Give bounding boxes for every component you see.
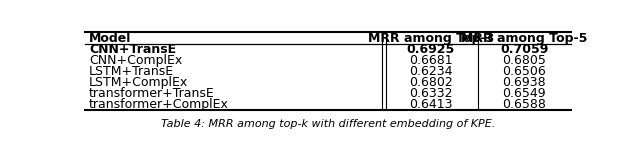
Text: 0.6805: 0.6805: [502, 54, 547, 67]
Text: MRR among Top-3: MRR among Top-3: [368, 32, 494, 45]
Text: 0.6549: 0.6549: [502, 87, 546, 100]
Text: Model: Model: [89, 32, 131, 45]
Text: 0.6925: 0.6925: [406, 43, 455, 56]
Text: transformer+ComplEx: transformer+ComplEx: [89, 98, 229, 111]
Text: CNN+TransE: CNN+TransE: [89, 43, 176, 56]
Text: 0.6588: 0.6588: [502, 98, 547, 111]
Text: 0.6506: 0.6506: [502, 65, 547, 78]
Text: CNN+ComplEx: CNN+ComplEx: [89, 54, 182, 67]
Text: 0.6681: 0.6681: [409, 54, 452, 67]
Text: 0.7059: 0.7059: [500, 43, 548, 56]
Text: 0.6802: 0.6802: [409, 76, 452, 89]
Text: LSTM+TransE: LSTM+TransE: [89, 65, 174, 78]
Text: MRR among Top-5: MRR among Top-5: [461, 32, 588, 45]
Text: transformer+TransE: transformer+TransE: [89, 87, 214, 100]
Text: LSTM+ComplEx: LSTM+ComplEx: [89, 76, 188, 89]
Text: 0.6332: 0.6332: [409, 87, 452, 100]
Text: Table 4: MRR among top-k with different embedding of KPE.: Table 4: MRR among top-k with different …: [161, 119, 495, 129]
Text: 0.6938: 0.6938: [502, 76, 546, 89]
Text: 0.6413: 0.6413: [409, 98, 452, 111]
Text: 0.6234: 0.6234: [409, 65, 452, 78]
